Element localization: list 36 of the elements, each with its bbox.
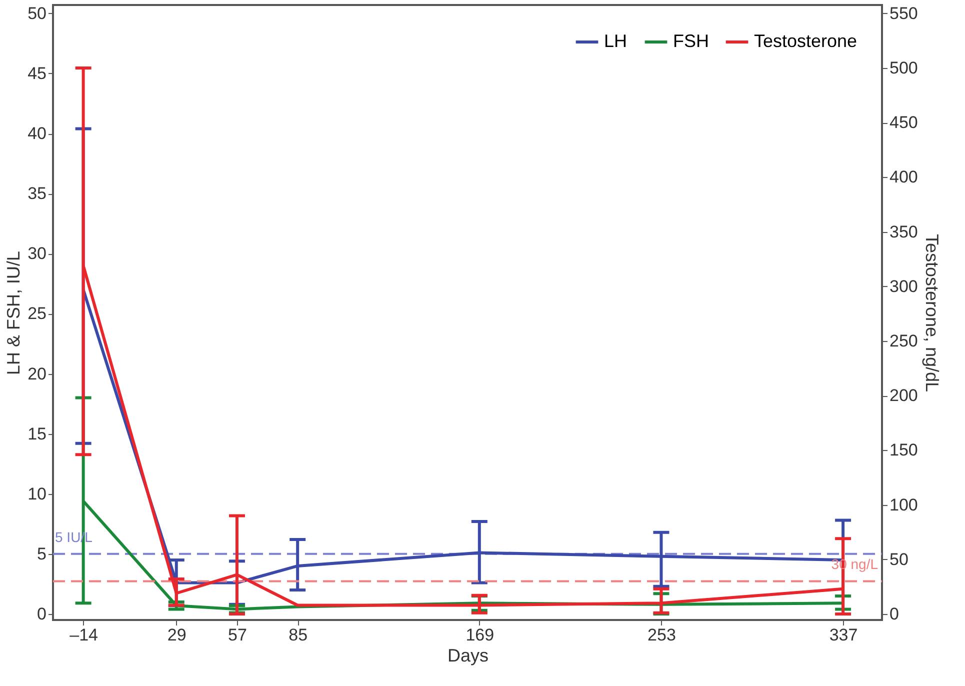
y-tick-label: 0 xyxy=(37,604,46,624)
x-axis-title: Days xyxy=(447,646,489,666)
y2-tick-label: 200 xyxy=(890,386,918,406)
y-tick-label: 5 xyxy=(37,544,46,564)
y-tick-label: 40 xyxy=(28,124,46,144)
y2-tick-label: 500 xyxy=(890,58,918,78)
x-tick-label: 85 xyxy=(288,626,308,644)
legend-label: LH xyxy=(604,31,628,51)
x-tick-label: 57 xyxy=(228,626,247,644)
y-tick-label: 20 xyxy=(28,364,46,384)
y2-tick-label: 100 xyxy=(890,495,918,514)
y-tick-label: 35 xyxy=(28,184,46,204)
y2-tick-label: 250 xyxy=(890,332,918,350)
y2-axis-title: Testosterone, ng/dL xyxy=(922,234,942,392)
x-tick-label: 29 xyxy=(167,626,186,644)
x-tick-label: 169 xyxy=(466,626,494,644)
x-tick-label: 253 xyxy=(648,626,676,644)
x-tick-label: –14 xyxy=(70,626,98,644)
y2-tick-label: 450 xyxy=(890,113,918,132)
y-tick-label: 10 xyxy=(28,484,46,504)
y2-tick-label: 0 xyxy=(890,604,899,624)
y-tick-label: 30 xyxy=(28,244,46,264)
y2-tick-label: 300 xyxy=(890,276,918,296)
y2-tick-label: 150 xyxy=(890,440,918,460)
y2-tick-label: 550 xyxy=(890,4,918,23)
y-tick-label: 15 xyxy=(28,424,46,444)
legend-label: FSH xyxy=(673,31,709,51)
y-tick-label: 50 xyxy=(28,4,46,23)
y2-tick-label: 50 xyxy=(890,550,908,569)
y-tick-label: 25 xyxy=(28,304,46,324)
legend-label: Testosterone xyxy=(754,31,858,51)
y2-tick-label: 350 xyxy=(890,222,918,242)
y-tick-label: 45 xyxy=(28,64,46,83)
x-tick-label: 337 xyxy=(829,626,858,644)
y2-tick-label: 400 xyxy=(890,168,918,187)
y-axis-title: LH & FSH, IU/L xyxy=(4,250,24,376)
